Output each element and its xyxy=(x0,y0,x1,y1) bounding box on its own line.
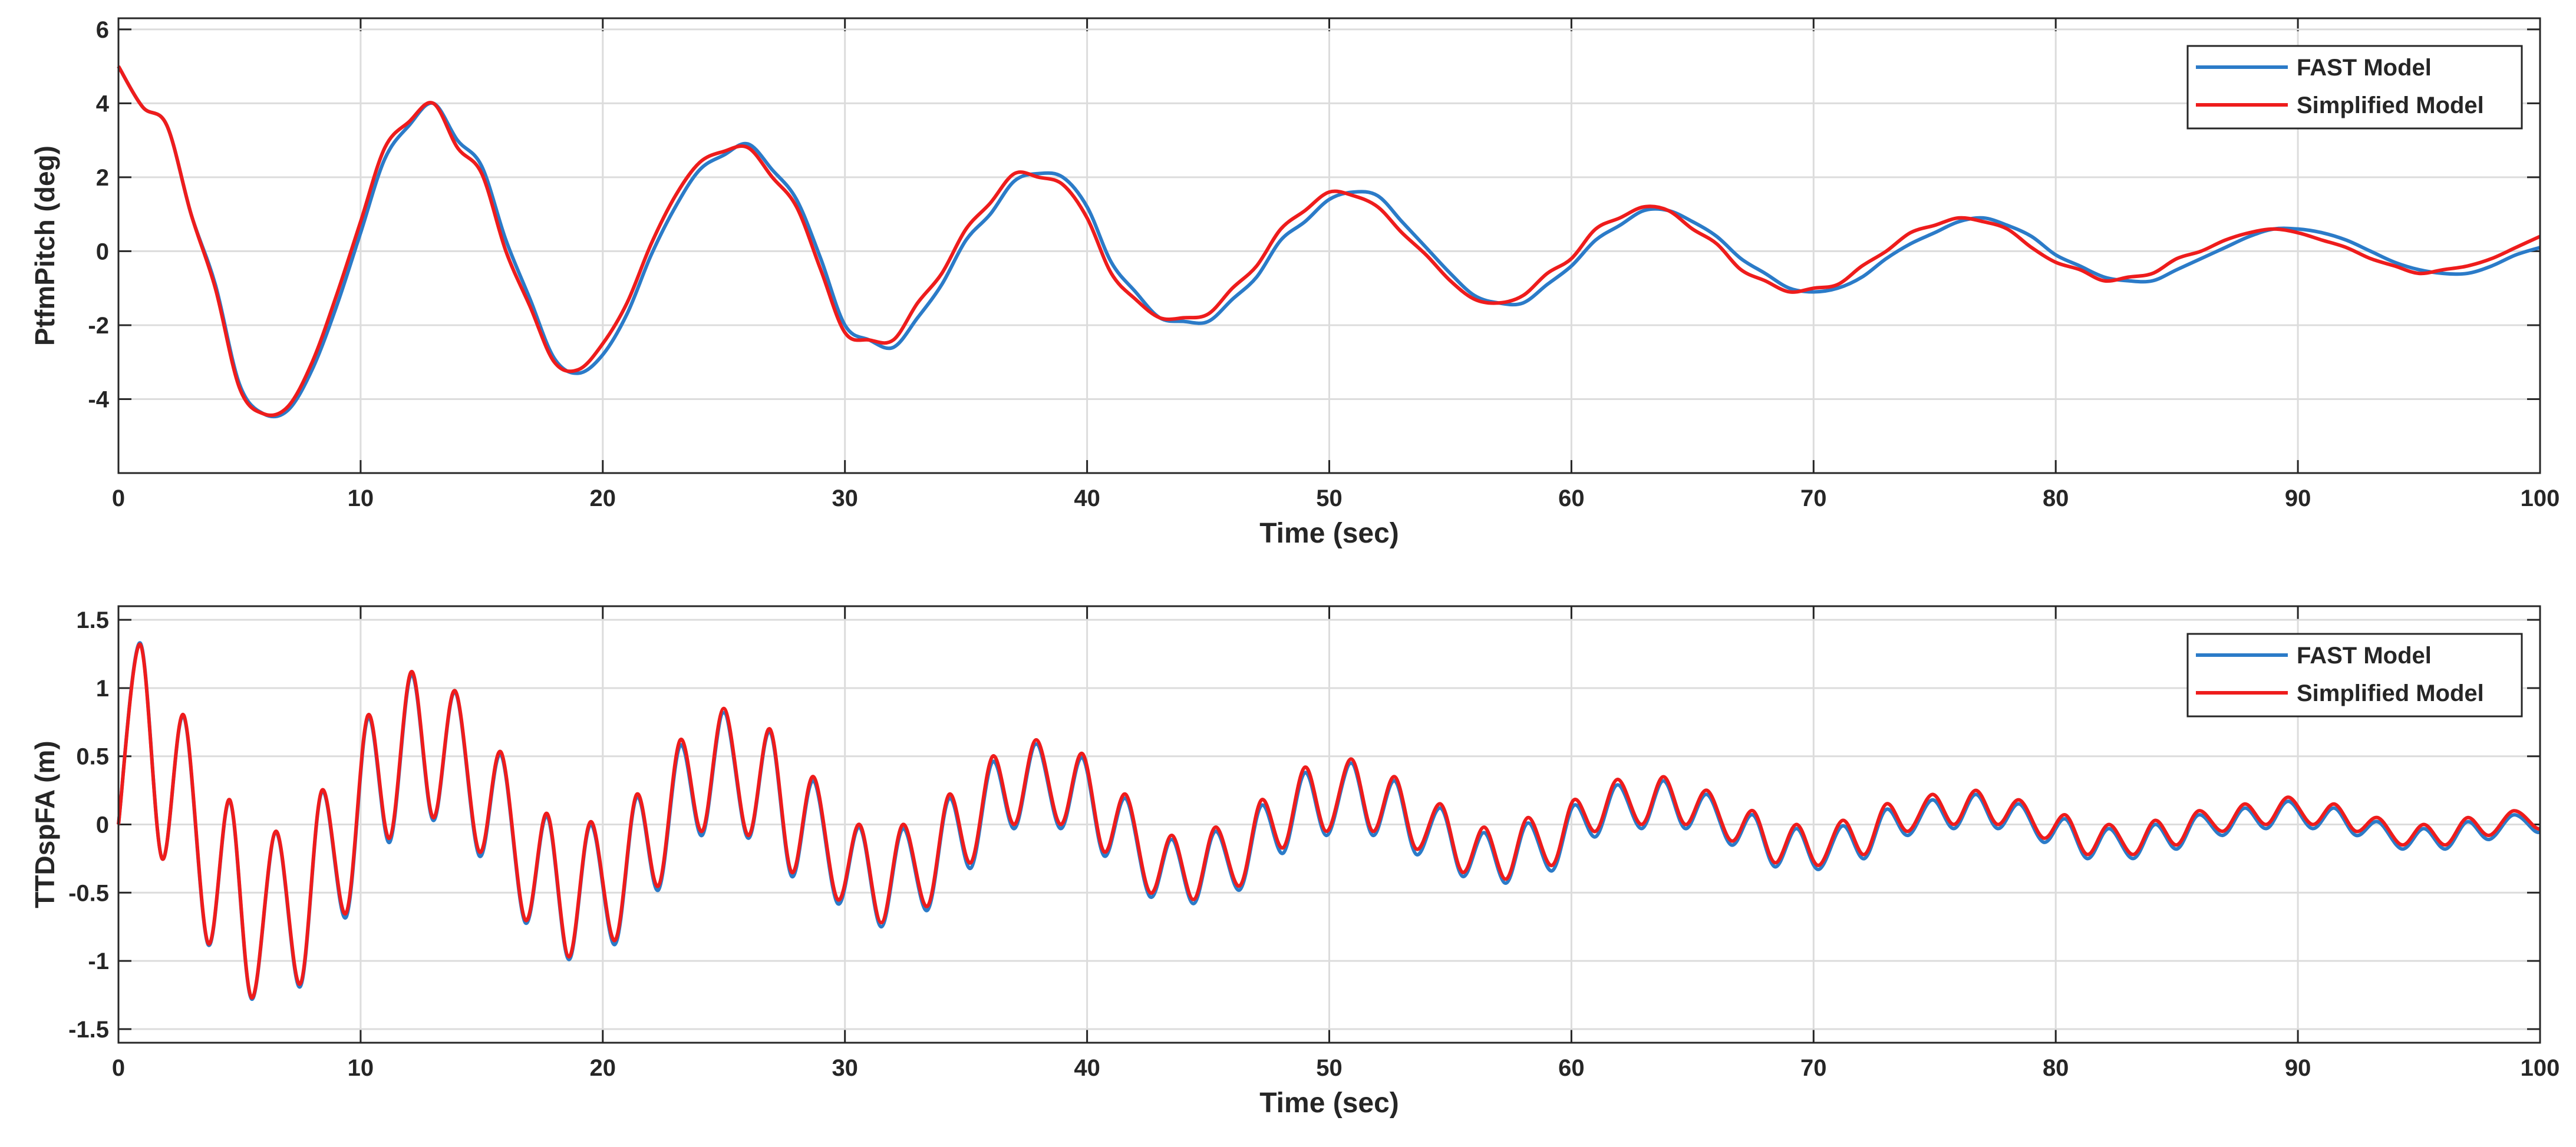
y-tick-label: 0 xyxy=(96,812,109,838)
x-tick-label: 40 xyxy=(1074,1055,1100,1081)
data-line xyxy=(117,65,2541,419)
legend: FAST Model Simplified Model xyxy=(2186,45,2523,130)
y-axis-label: PtfmPitch (deg) xyxy=(29,146,60,346)
x-tick-label: 40 xyxy=(1074,485,1100,511)
y-tick-label: -2 xyxy=(88,313,109,339)
data-line xyxy=(117,642,2541,1000)
x-tick-label: 20 xyxy=(590,485,616,511)
y-tick-label: 6 xyxy=(96,17,109,43)
x-tick-label: 90 xyxy=(2285,485,2311,511)
plot-frame xyxy=(117,17,2541,474)
y-tick-label: 1 xyxy=(96,676,109,702)
x-tick-label: 0 xyxy=(112,485,125,511)
x-tick-label: 0 xyxy=(112,1055,125,1081)
plot-frame xyxy=(117,605,2541,1044)
x-tick-label: 30 xyxy=(832,1055,858,1081)
y-tick-label: 4 xyxy=(96,91,110,117)
x-tick-label: 100 xyxy=(2521,485,2560,511)
x-tick-label: 70 xyxy=(1800,1055,1827,1081)
x-tick-label: 70 xyxy=(1800,485,1827,511)
x-axis-label: Time (sec) xyxy=(1259,518,1399,549)
data-line xyxy=(117,65,2541,417)
legend-label: FAST Model xyxy=(2297,55,2432,81)
chart: 0 10 20 30 40 50 60 70 80 90 100 -4 -2 0 2 4 6 Time (sec)… xyxy=(29,17,2559,549)
legend-label: FAST Model xyxy=(2297,643,2432,669)
y-tick-label: 1.5 xyxy=(76,607,109,633)
x-tick-label: 80 xyxy=(2043,1055,2069,1081)
x-tick-label: 20 xyxy=(590,1055,616,1081)
y-tick-label: 2 xyxy=(96,165,109,191)
y-tick-label: 0.5 xyxy=(76,744,109,770)
chart: 0 10 20 30 40 50 60 70 80 90 100 -1.5 -1 -0.5 0 0.5 1 1.5… xyxy=(29,605,2560,1119)
y-tick-label: 0 xyxy=(96,239,109,265)
x-tick-label: 50 xyxy=(1316,1055,1343,1081)
y-axis-label: TTDspFA (m) xyxy=(29,741,60,908)
x-tick-label: 100 xyxy=(2521,1055,2560,1081)
legend: FAST Model Simplified Model xyxy=(2186,633,2523,718)
legend-label: Simplified Model xyxy=(2297,92,2484,118)
legend-box xyxy=(2186,633,2523,718)
y-tick-label: -4 xyxy=(88,386,109,412)
x-tick-label: 80 xyxy=(2043,485,2069,511)
x-tick-label: 90 xyxy=(2285,1055,2311,1081)
x-tick-label: 60 xyxy=(1558,1055,1585,1081)
x-tick-label: 50 xyxy=(1316,485,1343,511)
y-tick-label: -1 xyxy=(88,948,109,974)
x-tick-label: 30 xyxy=(832,485,858,511)
x-tick-label: 10 xyxy=(348,1055,374,1081)
legend-box xyxy=(2186,45,2523,130)
y-tick-label: -1.5 xyxy=(68,1017,109,1043)
legend-label: Simplified Model xyxy=(2297,680,2484,706)
x-axis-label: Time (sec) xyxy=(1259,1087,1399,1119)
y-tick-label: -0.5 xyxy=(68,880,109,906)
x-tick-label: 60 xyxy=(1558,485,1585,511)
x-tick-label: 10 xyxy=(348,485,374,511)
